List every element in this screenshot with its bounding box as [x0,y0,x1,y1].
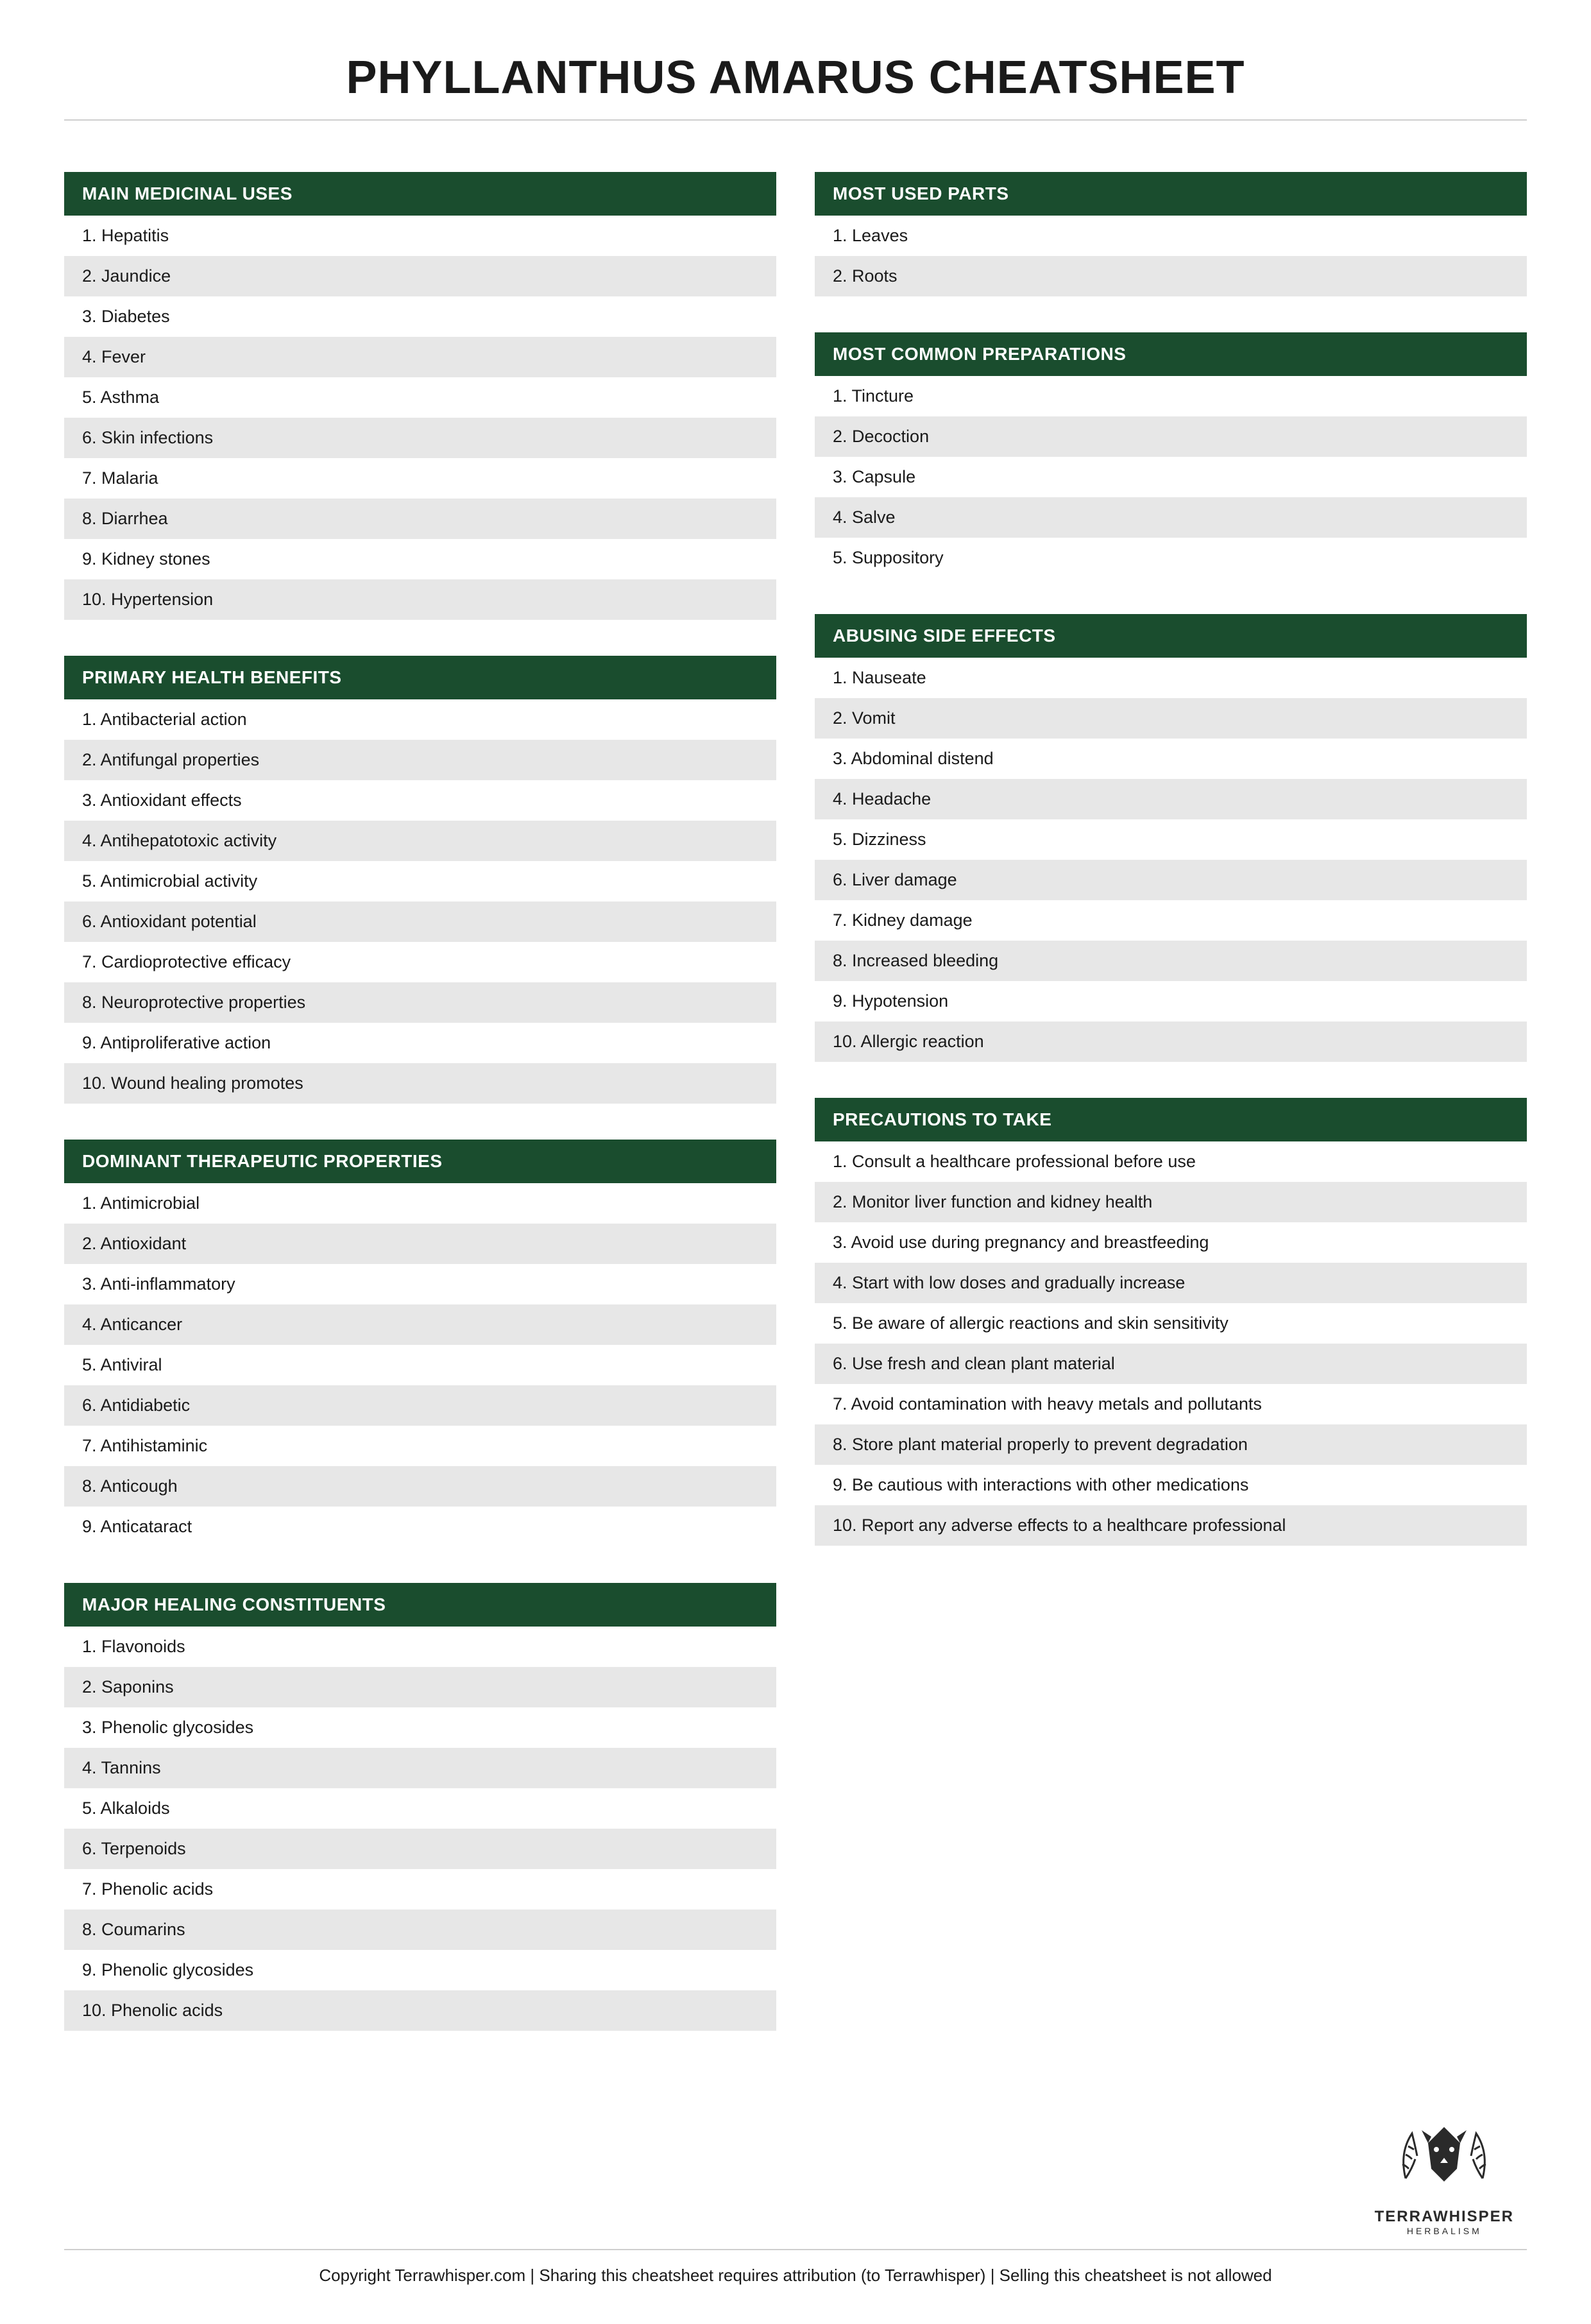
list-item: 7. Kidney damage [815,900,1527,941]
columns-container: MAIN MEDICINAL USES1. Hepatitis2. Jaundi… [64,172,1527,2031]
list-item: 9. Antiproliferative action [64,1023,776,1063]
section-header: ABUSING SIDE EFFECTS [815,614,1527,658]
list-item: 6. Liver damage [815,860,1527,900]
left-column: MAIN MEDICINAL USES1. Hepatitis2. Jaundi… [64,172,776,2031]
list-item: 4. Anticancer [64,1304,776,1345]
section-header: PRIMARY HEALTH BENEFITS [64,656,776,699]
logo-text: TERRAWHISPER [1375,2208,1514,2226]
copyright-text: Copyright Terrawhisper.com | Sharing thi… [64,2266,1527,2298]
list-item: 7. Cardioprotective efficacy [64,942,776,982]
list-item: 9. Kidney stones [64,539,776,579]
footer: TERRAWHISPER HERBALISM Copyright Terrawh… [64,2108,1527,2298]
list-item: 2. Monitor liver function and kidney hea… [815,1182,1527,1222]
list-item: 3. Diabetes [64,296,776,337]
list-item: 4. Tannins [64,1748,776,1788]
list-item: 7. Phenolic acids [64,1869,776,1910]
list-item: 1. Hepatitis [64,216,776,256]
section-therapeutic: DOMINANT THERAPEUTIC PROPERTIES1. Antimi… [64,1140,776,1547]
list-item: 8. Store plant material properly to prev… [815,1424,1527,1465]
list-item: 3. Anti-inflammatory [64,1264,776,1304]
list-item: 1. Antimicrobial [64,1183,776,1224]
list-item: 2. Jaundice [64,256,776,296]
section-benefits: PRIMARY HEALTH BENEFITS1. Antibacterial … [64,656,776,1104]
logo-container: TERRAWHISPER HERBALISM [64,2108,1527,2236]
section-header: MAJOR HEALING CONSTITUENTS [64,1583,776,1627]
list-item: 1. Tincture [815,376,1527,416]
list-item: 4. Start with low doses and gradually in… [815,1263,1527,1303]
list-item: 9. Hypotension [815,981,1527,1021]
list-item: 9. Be cautious with interactions with ot… [815,1465,1527,1505]
list-item: 4. Fever [64,337,776,377]
section-precautions: PRECAUTIONS TO TAKE1. Consult a healthca… [815,1098,1527,1546]
section-header: PRECAUTIONS TO TAKE [815,1098,1527,1141]
list-item: 10. Allergic reaction [815,1021,1527,1062]
list-item: 1. Flavonoids [64,1627,776,1667]
divider-bottom [64,2249,1527,2250]
page-title: PHYLLANTHUS AMARUS CHEATSHEET [64,51,1527,104]
list-item: 8. Neuroprotective properties [64,982,776,1023]
section-constituents: MAJOR HEALING CONSTITUENTS1. Flavonoids2… [64,1583,776,2031]
list-item: 3. Phenolic glycosides [64,1707,776,1748]
list-item: 5. Dizziness [815,819,1527,860]
list-item: 2. Roots [815,256,1527,296]
list-item: 1. Leaves [815,216,1527,256]
list-item: 7. Malaria [64,458,776,499]
list-item: 6. Skin infections [64,418,776,458]
list-item: 10. Wound healing promotes [64,1063,776,1104]
list-item: 9. Phenolic glycosides [64,1950,776,1990]
list-item: 5. Alkaloids [64,1788,776,1829]
list-item: 3. Antioxidant effects [64,780,776,821]
list-item: 10. Hypertension [64,579,776,620]
list-item: 5. Suppository [815,538,1527,578]
list-item: 7. Avoid contamination with heavy metals… [815,1384,1527,1424]
list-item: 10. Phenolic acids [64,1990,776,2031]
brand-logo: TERRAWHISPER HERBALISM [1375,2108,1514,2236]
section-uses: MAIN MEDICINAL USES1. Hepatitis2. Jaundi… [64,172,776,620]
list-item: 3. Avoid use during pregnancy and breast… [815,1222,1527,1263]
list-item: 5. Asthma [64,377,776,418]
section-header: MOST COMMON PREPARATIONS [815,332,1527,376]
section-parts: MOST USED PARTS1. Leaves2. Roots [815,172,1527,296]
section-preparations: MOST COMMON PREPARATIONS1. Tincture2. De… [815,332,1527,578]
list-item: 4. Headache [815,779,1527,819]
list-item: 2. Vomit [815,698,1527,739]
section-header: DOMINANT THERAPEUTIC PROPERTIES [64,1140,776,1183]
list-item: 4. Salve [815,497,1527,538]
list-item: 6. Antioxidant potential [64,901,776,942]
list-item: 5. Antiviral [64,1345,776,1385]
list-item: 8. Diarrhea [64,499,776,539]
list-item: 9. Anticataract [64,1507,776,1547]
list-item: 3. Abdominal distend [815,739,1527,779]
section-header: MOST USED PARTS [815,172,1527,216]
divider-top [64,119,1527,121]
right-column: MOST USED PARTS1. Leaves2. Roots MOST COM… [815,172,1527,2031]
list-item: 1. Antibacterial action [64,699,776,740]
list-item: 2. Decoction [815,416,1527,457]
list-item: 8. Anticough [64,1466,776,1507]
list-item: 10. Report any adverse effects to a heal… [815,1505,1527,1546]
list-item: 5. Be aware of allergic reactions and sk… [815,1303,1527,1344]
list-item: 6. Terpenoids [64,1829,776,1869]
list-item: 2. Antifungal properties [64,740,776,780]
section-header: MAIN MEDICINAL USES [64,172,776,216]
list-item: 1. Nauseate [815,658,1527,698]
section-sideeffects: ABUSING SIDE EFFECTS1. Nauseate2. Vomit3… [815,614,1527,1062]
list-item: 7. Antihistaminic [64,1426,776,1466]
logo-subtext: HERBALISM [1375,2226,1514,2236]
list-item: 4. Antihepatotoxic activity [64,821,776,861]
list-item: 1. Consult a healthcare professional bef… [815,1141,1527,1182]
list-item: 6. Use fresh and clean plant material [815,1344,1527,1384]
list-item: 5. Antimicrobial activity [64,861,776,901]
list-item: 2. Saponins [64,1667,776,1707]
list-item: 6. Antidiabetic [64,1385,776,1426]
list-item: 3. Capsule [815,457,1527,497]
list-item: 8. Coumarins [64,1910,776,1950]
fox-laurel-icon [1380,2108,1508,2204]
list-item: 2. Antioxidant [64,1224,776,1264]
list-item: 8. Increased bleeding [815,941,1527,981]
